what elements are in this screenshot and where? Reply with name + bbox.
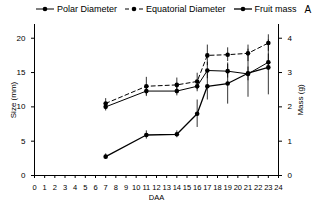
svg-text:22: 22: [254, 183, 262, 192]
svg-text:14: 14: [173, 183, 181, 192]
svg-text:2: 2: [288, 102, 293, 111]
svg-text:15: 15: [183, 183, 191, 192]
svg-text:1: 1: [43, 183, 47, 192]
svg-text:16: 16: [193, 183, 201, 192]
svg-text:10: 10: [16, 102, 26, 112]
html-text:Fruit mass: Fruit mass: [254, 4, 297, 14]
svg-text:20: 20: [234, 183, 242, 192]
svg-text:3: 3: [63, 183, 67, 192]
svg-text:9: 9: [124, 183, 128, 192]
svg-text:10: 10: [132, 183, 140, 192]
svg-text:7: 7: [104, 183, 108, 192]
svg-text:5: 5: [21, 137, 26, 146]
svg-text:4: 4: [288, 34, 293, 43]
svg-text:DAA: DAA: [149, 193, 164, 202]
svg-text:23: 23: [264, 183, 272, 192]
svg-text:17: 17: [203, 183, 211, 192]
svg-text:0: 0: [21, 171, 26, 180]
svg-text:0: 0: [288, 171, 293, 180]
svg-text:11: 11: [142, 183, 150, 192]
svg-text:21: 21: [244, 183, 252, 192]
html-text:A: A: [304, 3, 312, 15]
svg-text:20: 20: [17, 34, 26, 43]
svg-text:8: 8: [114, 183, 118, 192]
svg-text:0: 0: [32, 183, 36, 192]
svg-text:18: 18: [213, 183, 221, 192]
svg-text:13: 13: [162, 183, 170, 192]
svg-text:24: 24: [274, 183, 282, 192]
html-text:Equatorial Diameter: Equatorial Diameter: [146, 4, 226, 14]
svg-text:12: 12: [152, 183, 160, 192]
svg-text:15: 15: [17, 68, 26, 77]
svg-text:Size (mm): Size (mm): [9, 81, 18, 118]
html-text:Polar Diameter: Polar Diameter: [57, 4, 117, 14]
svg-text:Mass (g): Mass (g): [296, 84, 305, 115]
svg-text:5: 5: [83, 183, 87, 192]
svg-text:3: 3: [288, 68, 293, 77]
svg-text:2: 2: [53, 183, 57, 192]
svg-text:6: 6: [93, 183, 97, 192]
svg-text:4: 4: [73, 183, 77, 192]
svg-text:1: 1: [288, 137, 293, 146]
svg-text:19: 19: [223, 183, 231, 192]
